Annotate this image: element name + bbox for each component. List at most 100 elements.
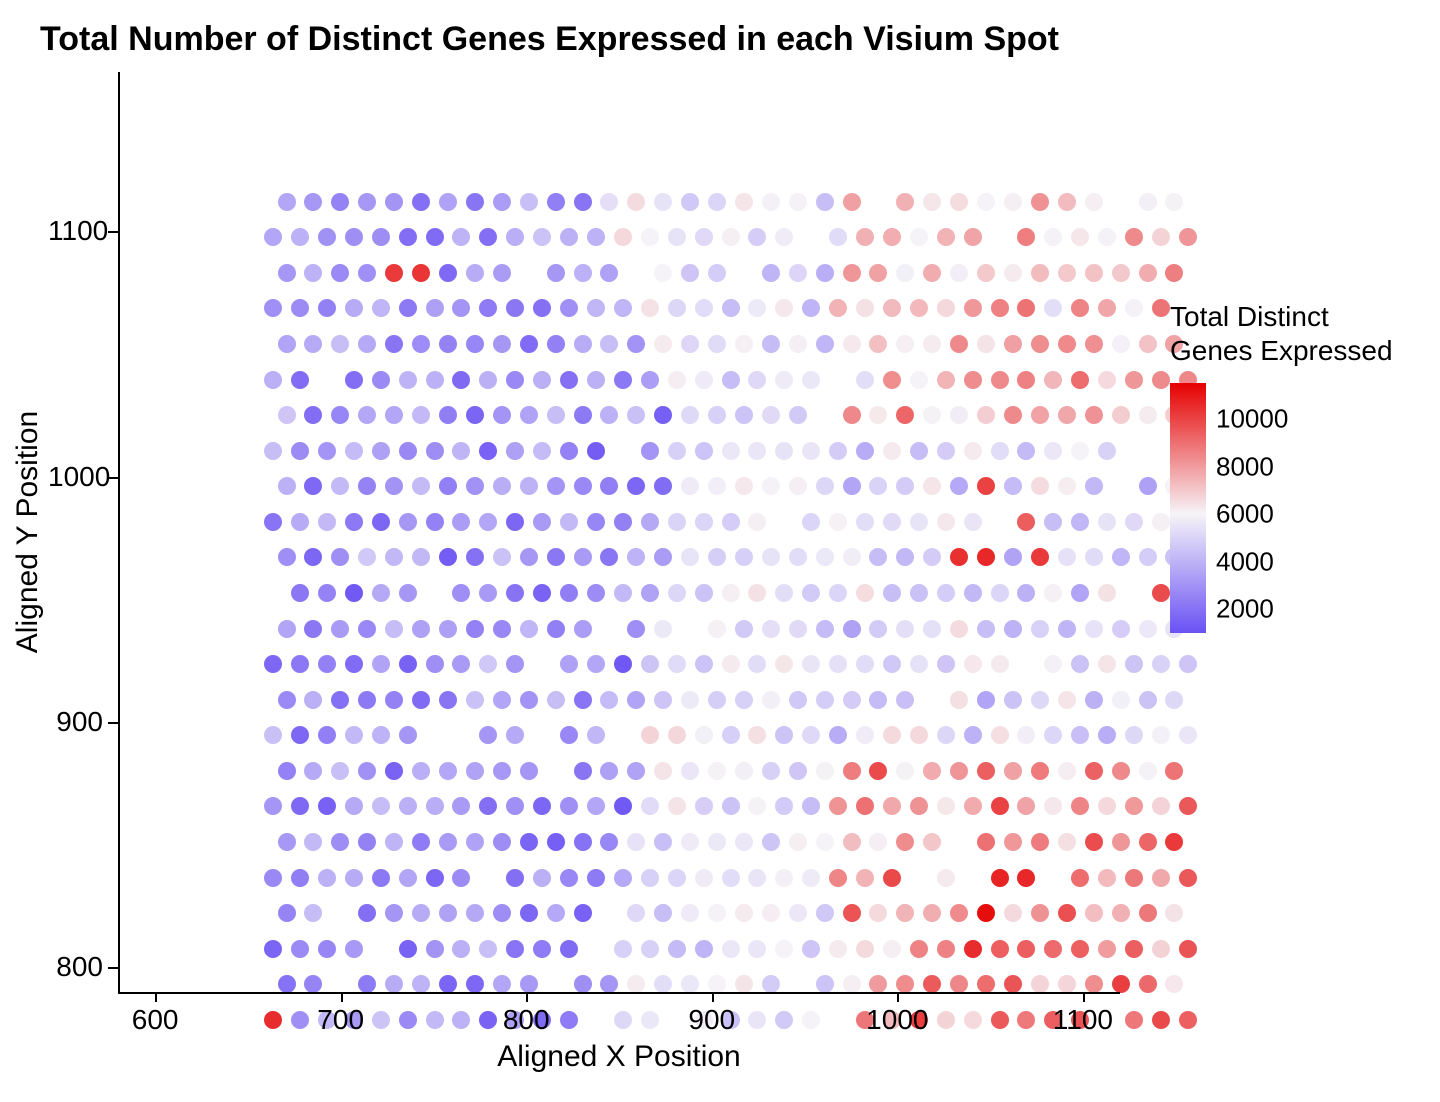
visium-spot [439,477,457,495]
visium-spot [789,406,807,424]
y-axis [118,72,120,992]
visium-spot [452,584,470,602]
visium-spot [452,442,470,460]
visium-spot [829,869,847,887]
visium-spot [358,691,376,709]
visium-spot [479,584,497,602]
visium-spot [748,1011,766,1029]
visium-spot [762,691,780,709]
visium-spot [412,691,430,709]
visium-spot [1179,655,1197,673]
visium-spot [345,513,363,531]
visium-spot [695,655,713,673]
visium-spot [1044,584,1062,602]
visium-spot [358,548,376,566]
visium-spot [869,691,887,709]
visium-spot [802,584,820,602]
visium-spot [1004,477,1022,495]
visium-spot [869,477,887,495]
visium-spot [1165,762,1183,780]
visium-spot [587,869,605,887]
visium-spot [829,299,847,317]
visium-spot [304,193,322,211]
visium-spot [748,299,766,317]
visium-spot [991,869,1009,887]
visium-spot [264,726,282,744]
visium-spot [789,904,807,922]
visium-spot [452,299,470,317]
visium-spot [856,371,874,389]
visium-spot [291,655,309,673]
visium-spot [977,193,995,211]
visium-spot [856,299,874,317]
visium-spot [318,655,336,673]
visium-spot [1031,477,1049,495]
visium-spot [789,833,807,851]
visium-spot [1044,797,1062,815]
visium-spot [708,335,726,353]
visium-spot [668,869,686,887]
visium-spot [614,1011,632,1029]
visium-spot [950,691,968,709]
visium-spot [923,406,941,424]
visium-spot [789,335,807,353]
visium-spot [1071,726,1089,744]
visium-spot [829,726,847,744]
visium-spot [708,691,726,709]
visium-spot [331,335,349,353]
visium-spot [843,406,861,424]
visium-spot [910,655,928,673]
x-tick [155,992,157,1002]
visium-spot [560,228,578,246]
visium-spot [1098,940,1116,958]
visium-spot [600,691,618,709]
visium-spot [520,193,538,211]
visium-spot [977,406,995,424]
visium-spot [1112,833,1130,851]
chart-root: Total Number of Distinct Genes Expressed… [0,0,1440,1102]
visium-spot [1058,620,1076,638]
visium-spot [748,869,766,887]
visium-spot [493,548,511,566]
visium-spot [977,620,995,638]
visium-spot [520,975,538,993]
visium-spot [574,193,592,211]
visium-spot [816,904,834,922]
visium-spot [668,513,686,531]
visium-spot [735,762,753,780]
visium-spot [708,406,726,424]
visium-spot [493,762,511,780]
visium-spot [681,406,699,424]
visium-spot [695,726,713,744]
visium-spot [304,406,322,424]
visium-spot [802,442,820,460]
visium-spot [1031,264,1049,282]
visium-spot [789,691,807,709]
visium-spot [654,477,672,495]
visium-spot [1112,762,1130,780]
visium-spot [762,548,780,566]
visium-spot [1085,904,1103,922]
visium-spot [372,584,390,602]
visium-spot [479,726,497,744]
visium-spot [479,442,497,460]
visium-spot [1004,762,1022,780]
visium-spot [614,371,632,389]
visium-spot [278,477,296,495]
visium-spot [1139,548,1157,566]
visium-spot [533,371,551,389]
visium-spot [654,620,672,638]
visium-spot [426,442,444,460]
visium-spot [950,406,968,424]
visium-spot [520,548,538,566]
visium-spot [977,833,995,851]
visium-spot [695,869,713,887]
x-tick-label: 1100 [1053,1004,1113,1036]
visium-spot [412,406,430,424]
visium-spot [829,940,847,958]
visium-spot [937,726,955,744]
visium-spot [439,833,457,851]
visium-spot [318,869,336,887]
visium-spot [695,584,713,602]
visium-spot [1085,406,1103,424]
